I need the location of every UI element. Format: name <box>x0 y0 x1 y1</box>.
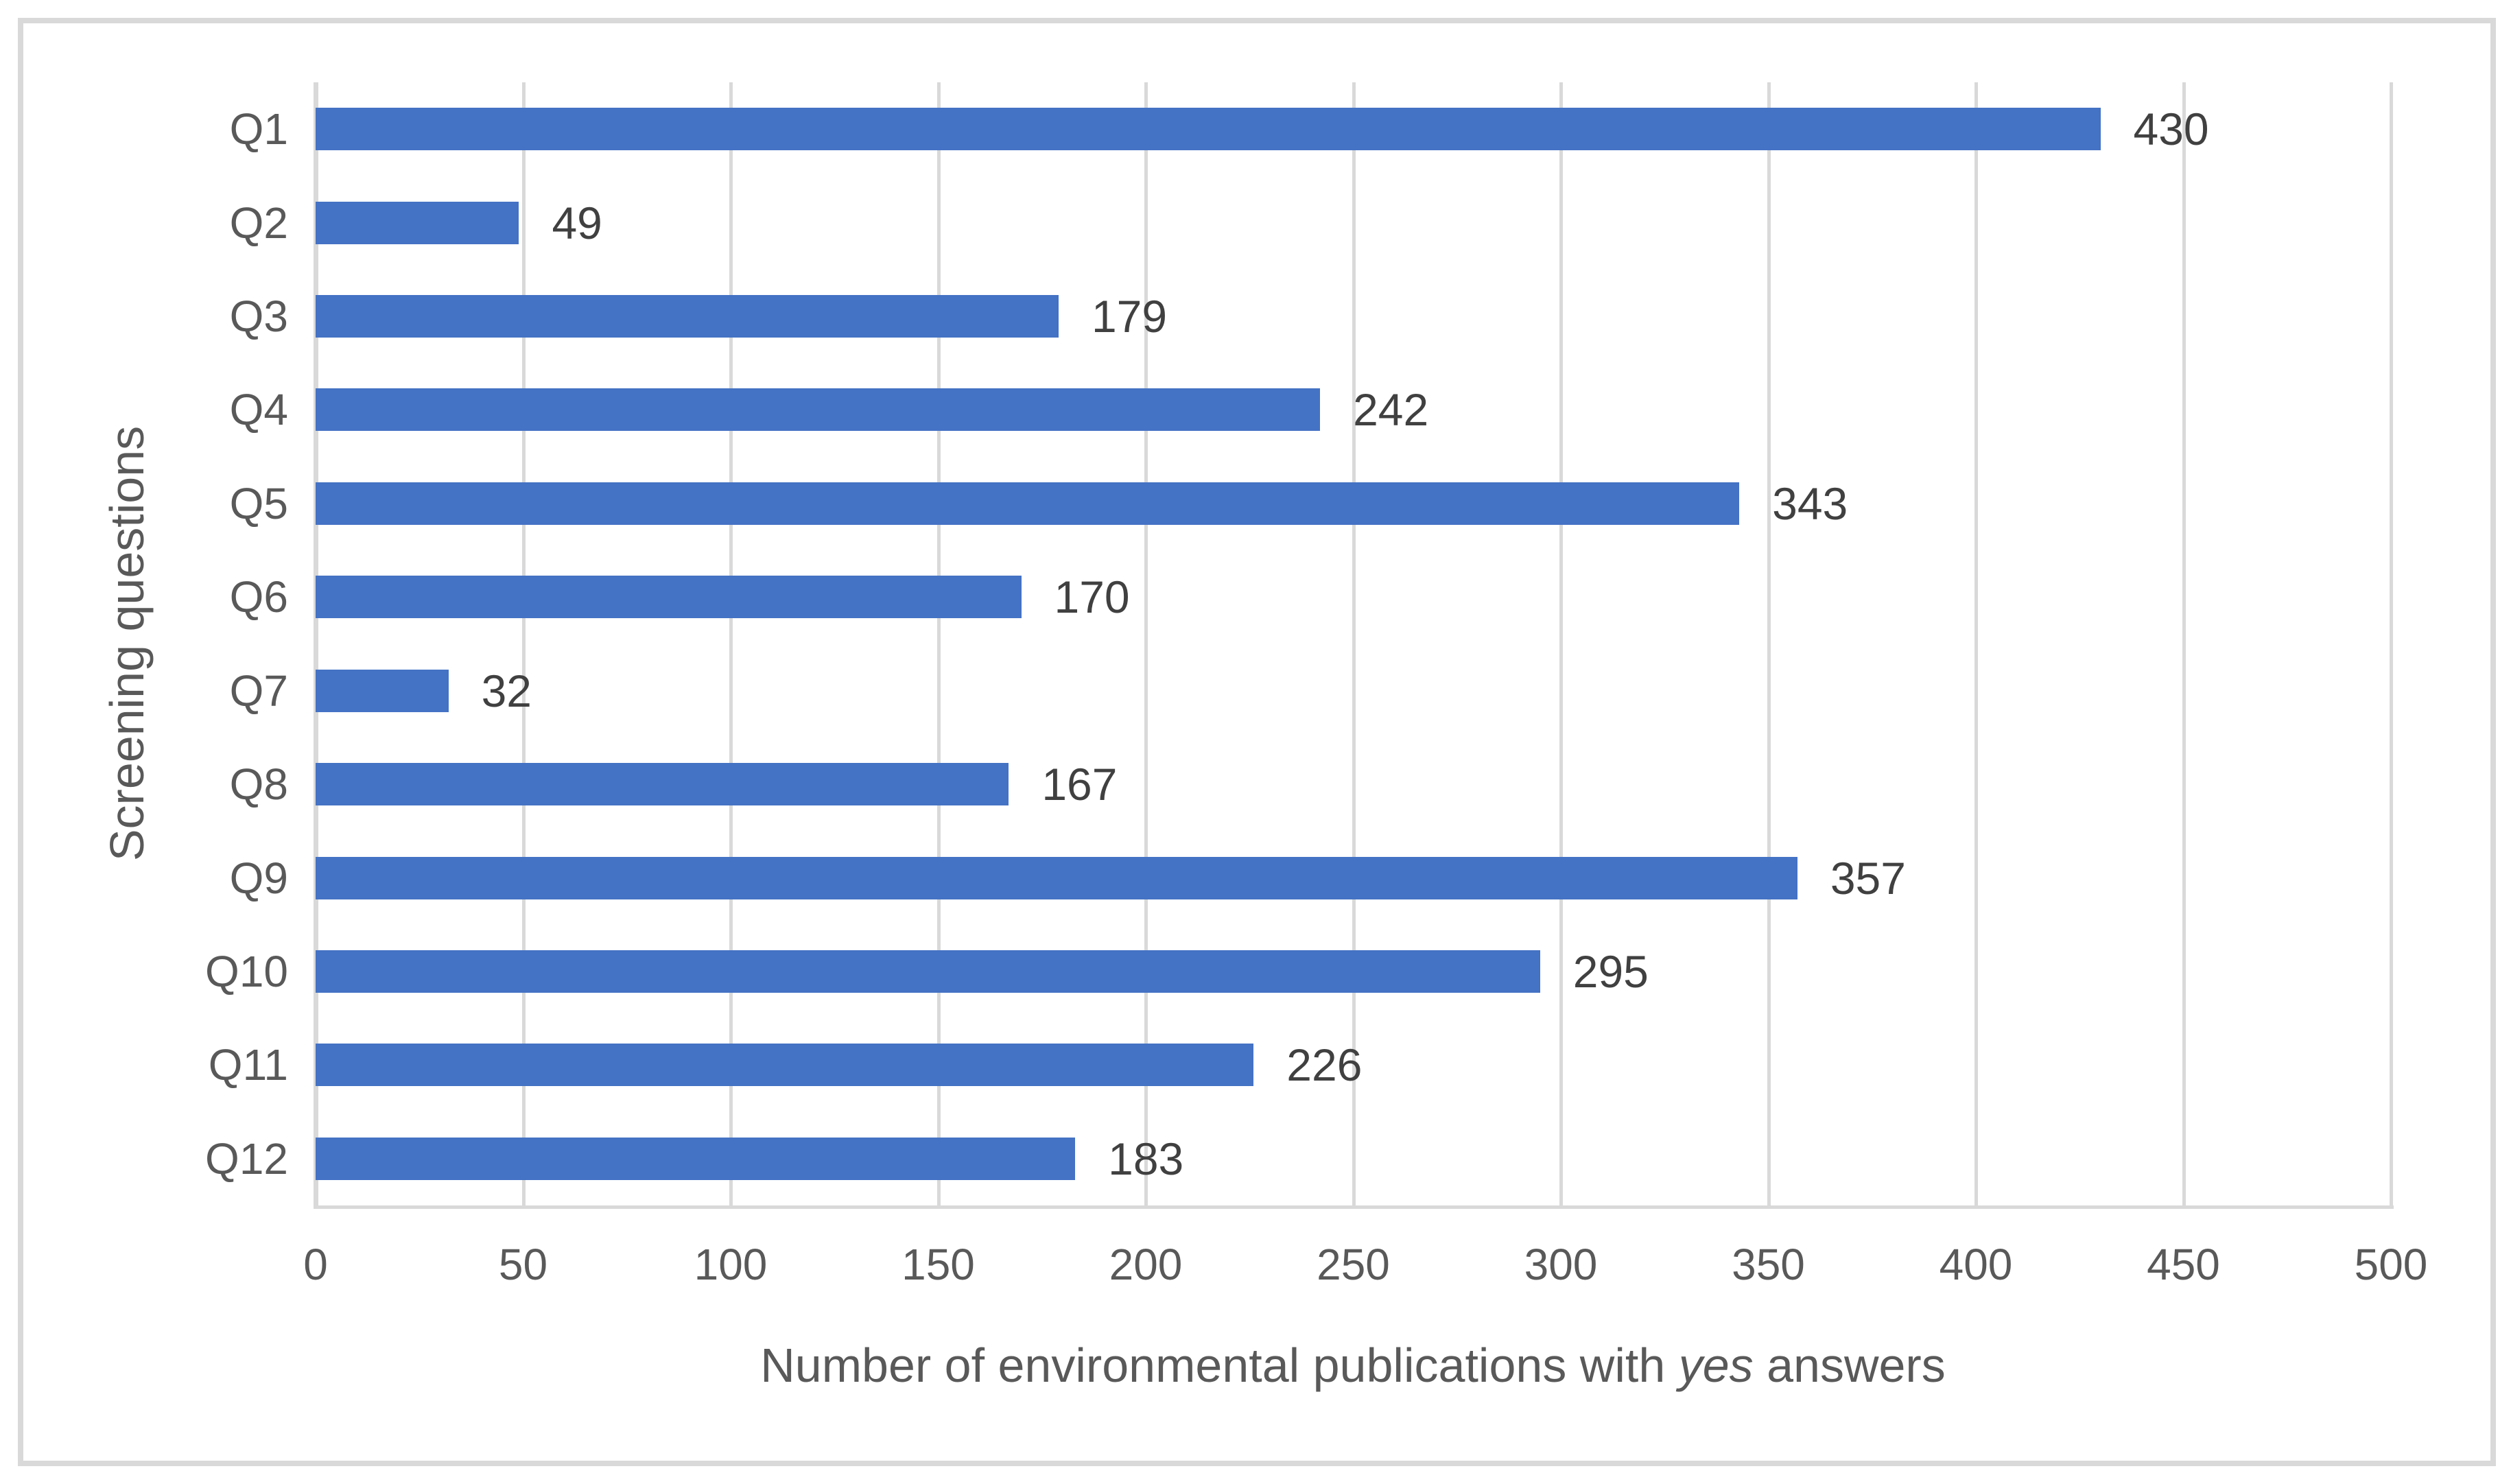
bar-Q10 <box>316 950 1540 993</box>
bar-Q12 <box>316 1137 1076 1180</box>
category-label-Q5: Q5 <box>229 478 288 528</box>
gridline-x-500 <box>2390 82 2393 1205</box>
x-tick-label-400: 400 <box>1939 1240 2013 1289</box>
bar-Q3 <box>316 295 1059 338</box>
x-tick-label-350: 350 <box>1732 1240 1805 1289</box>
x-axis-line <box>314 1205 2394 1209</box>
x-tick-label-150: 150 <box>901 1240 975 1289</box>
data-label-Q7: 32 <box>481 665 532 716</box>
data-label-Q12: 183 <box>1108 1133 1184 1184</box>
gridline-x-50 <box>521 82 526 1205</box>
data-label-Q8: 167 <box>1041 759 1118 810</box>
gridline-x-150 <box>936 82 941 1205</box>
data-label-Q3: 179 <box>1091 291 1168 342</box>
bar-Q8 <box>316 763 1009 806</box>
bar-Q1 <box>316 108 2101 151</box>
gridline-x-450 <box>2182 82 2186 1205</box>
category-label-Q7: Q7 <box>229 666 288 716</box>
x-tick-label-200: 200 <box>1109 1240 1183 1289</box>
gridline-x-300 <box>1559 82 1563 1205</box>
chart-border <box>18 18 2496 1466</box>
bar-Q6 <box>316 576 1022 619</box>
x-tick-label-250: 250 <box>1317 1240 1390 1289</box>
category-label-Q10: Q10 <box>205 946 288 996</box>
data-label-Q10: 295 <box>1572 945 1649 997</box>
x-axis-title: Number of environmental publications wit… <box>760 1338 1946 1393</box>
data-label-Q5: 343 <box>1772 478 1848 529</box>
gridline-x-200 <box>1144 82 1148 1205</box>
bar-Q4 <box>316 388 1321 432</box>
plot-area: 430 49 179 242 343 170 32 167 357 295 226 183 <box>314 82 2394 1209</box>
category-label-Q12: Q12 <box>205 1133 288 1183</box>
data-label-Q2: 49 <box>552 197 602 248</box>
x-axis-title-italic-word: yes <box>1678 1339 1754 1392</box>
category-label-Q2: Q2 <box>229 198 288 248</box>
data-label-Q11: 226 <box>1286 1039 1363 1091</box>
gridline-x-350 <box>1767 82 1771 1205</box>
category-label-Q11: Q11 <box>208 1040 288 1090</box>
bar-Q11 <box>316 1044 1254 1087</box>
data-label-Q4: 242 <box>1353 384 1429 436</box>
gridline-x-100 <box>729 82 733 1205</box>
category-label-Q4: Q4 <box>229 385 288 435</box>
x-tick-label-450: 450 <box>2147 1240 2220 1289</box>
category-label-Q8: Q8 <box>229 759 288 810</box>
x-tick-label-500: 500 <box>2354 1240 2428 1289</box>
gridline-x-400 <box>1974 82 1978 1205</box>
data-label-Q6: 170 <box>1054 572 1130 623</box>
data-label-Q9: 357 <box>1830 852 1906 904</box>
y-axis-line <box>314 82 318 1205</box>
x-tick-label-100: 100 <box>694 1240 768 1289</box>
bar-Q7 <box>316 669 449 712</box>
bar-Q2 <box>316 201 519 244</box>
bar-Q5 <box>316 482 1740 525</box>
data-label-Q1: 430 <box>2133 104 2209 155</box>
category-label-Q3: Q3 <box>229 292 288 342</box>
category-label-Q9: Q9 <box>229 853 288 903</box>
category-label-Q1: Q1 <box>229 104 288 154</box>
x-tick-label-50: 50 <box>498 1240 548 1289</box>
x-axis-title-suffix: answers <box>1753 1339 1946 1392</box>
x-axis-title-prefix: Number of environmental publications wit… <box>760 1339 1679 1392</box>
gridline-x-250 <box>1352 82 1356 1205</box>
category-label-Q6: Q6 <box>229 572 288 622</box>
x-tick-label-300: 300 <box>1524 1240 1598 1289</box>
bar-Q9 <box>316 856 1797 899</box>
x-tick-label-0: 0 <box>303 1240 328 1289</box>
